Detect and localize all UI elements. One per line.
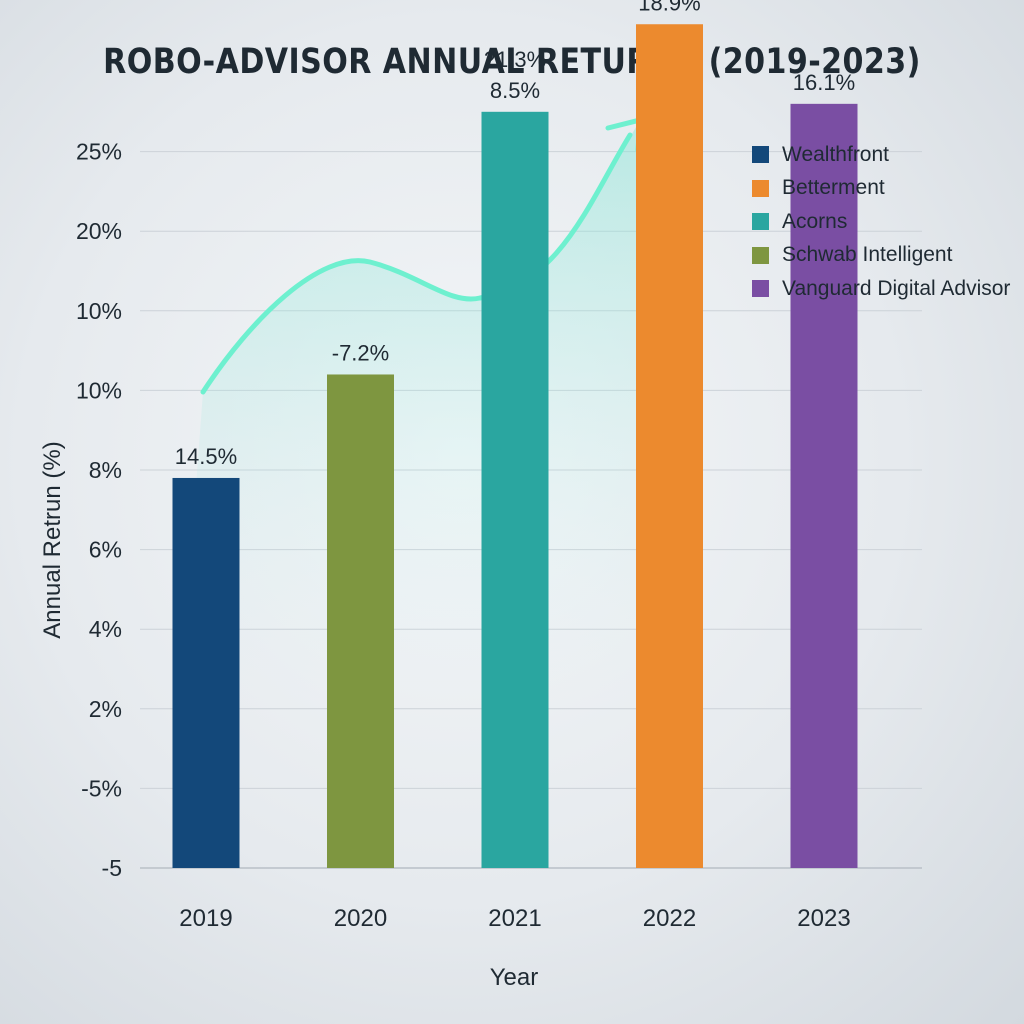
data-labels: 14.5%-7.2%21.3%8.5%20.7%18.9%16.1% bbox=[175, 0, 855, 469]
x-tick-labels: 2019 2020 2021 2022 2023 bbox=[179, 905, 850, 932]
y-tick-label: 8% bbox=[89, 457, 122, 483]
x-tick-label-2020: 2020 bbox=[334, 905, 387, 932]
y-tick-label: 10% bbox=[76, 377, 122, 403]
legend-item: Acorns bbox=[752, 205, 1020, 239]
bar-2023 bbox=[790, 103, 858, 869]
y-tick-labels: -5 -5% 2% 4% 6% 8% 10% 10% 20% 25% bbox=[76, 139, 122, 881]
legend-swatch bbox=[752, 146, 769, 164]
trend-arrow bbox=[180, 117, 690, 700]
data-label: 14.5% bbox=[175, 444, 237, 469]
y-tick-label: -5% bbox=[81, 775, 122, 801]
legend-label: Schwab Intelligent bbox=[782, 243, 953, 267]
x-tick-label-2019: 2019 bbox=[179, 905, 232, 932]
x-tick-label-2023: 2023 bbox=[797, 905, 850, 932]
legend-swatch bbox=[752, 179, 769, 197]
legend-swatch bbox=[752, 213, 769, 231]
x-tick-label-2021: 2021 bbox=[488, 905, 541, 932]
bar-2022 bbox=[636, 24, 703, 869]
legend: Wealthfront Betterment Acorns Schwab Intell… bbox=[752, 138, 1020, 306]
y-tick-label: 20% bbox=[76, 218, 122, 244]
legend-label: Wealthfront bbox=[782, 142, 889, 166]
legend-swatch bbox=[752, 280, 769, 298]
bar-2020 bbox=[327, 374, 394, 868]
trend-area bbox=[180, 124, 690, 700]
data-label: 18.9% bbox=[638, 0, 700, 15]
y-tick-label: 6% bbox=[89, 537, 122, 563]
legend-label: Vanguard Digital Advisor bbox=[782, 276, 1011, 300]
legend-item: Vanguard Digital Advisor bbox=[752, 272, 1020, 306]
x-axis-title: Year bbox=[490, 964, 539, 991]
data-label: 21.3% bbox=[484, 47, 546, 72]
trend-line bbox=[200, 132, 633, 395]
bars bbox=[172, 24, 858, 869]
y-tick-label: -5 bbox=[102, 855, 122, 881]
data-label: -7.2% bbox=[332, 340, 389, 365]
chart-title: ROBO-ADVISOR ANNUAL RETURNS (2019-2023) bbox=[103, 42, 921, 82]
bar-2019 bbox=[172, 477, 240, 868]
data-label: 16.1% bbox=[793, 70, 855, 95]
legend-label: Acorns bbox=[782, 209, 848, 233]
legend-item: Betterment bbox=[752, 172, 1020, 206]
y-axis-title: Annual Retrun (%) bbox=[39, 441, 66, 638]
x-tick-label-2022: 2022 bbox=[643, 905, 696, 932]
legend-item: Schwab Intelligent bbox=[752, 239, 1020, 273]
legend-swatch bbox=[752, 246, 769, 264]
legend-label: Betterment bbox=[782, 176, 885, 200]
legend-item: Wealthfront bbox=[752, 138, 1020, 172]
y-tick-label: 2% bbox=[89, 696, 122, 722]
y-tick-label: 25% bbox=[76, 139, 122, 165]
data-label: 8.5% bbox=[490, 78, 540, 103]
y-tick-label: 4% bbox=[89, 616, 122, 642]
bar-2021 bbox=[481, 111, 549, 869]
y-tick-label: 10% bbox=[76, 298, 122, 324]
